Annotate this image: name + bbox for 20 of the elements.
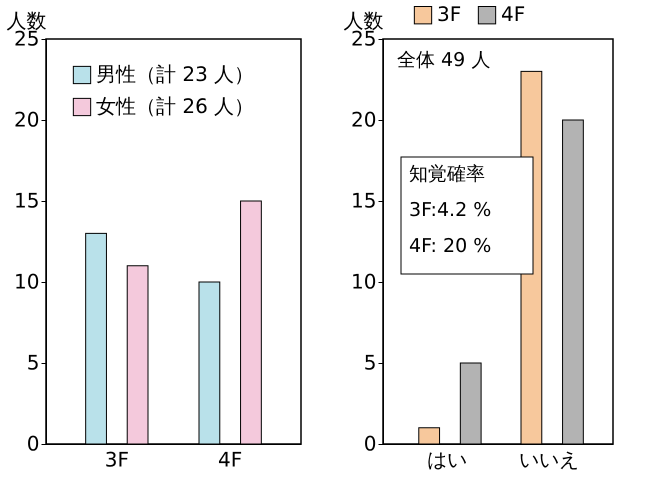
y-tick-label: 5 (26, 350, 40, 374)
annotation: 知覚確率 3F:4.2 % 4F: 20 % (409, 163, 492, 257)
legend-label: 4F (501, 2, 526, 26)
x-tick-label: 3F (104, 448, 129, 472)
legend-label: 男性（計 23 人） (96, 62, 254, 86)
y-tick-label: 10 (14, 270, 40, 294)
y-tick-label: 15 (351, 188, 376, 212)
y-tick-label: 10 (351, 270, 376, 294)
x-tick-label: いいえ (519, 448, 580, 472)
y-tick-label: 20 (14, 108, 40, 132)
legend-label: 3F (437, 2, 462, 26)
y-tick-label: 0 (364, 432, 376, 456)
legend-label: 女性（計 26 人） (96, 94, 254, 118)
y-tick-label: 20 (351, 108, 376, 132)
y-tick-label: 15 (14, 188, 40, 212)
y-tick-label: 0 (26, 432, 40, 456)
y-tick-label: 5 (364, 350, 376, 374)
x-tick-label: はい (426, 448, 467, 472)
x-tick-label: 4F (218, 448, 242, 472)
annotation: 全体 49 人 (397, 49, 490, 71)
